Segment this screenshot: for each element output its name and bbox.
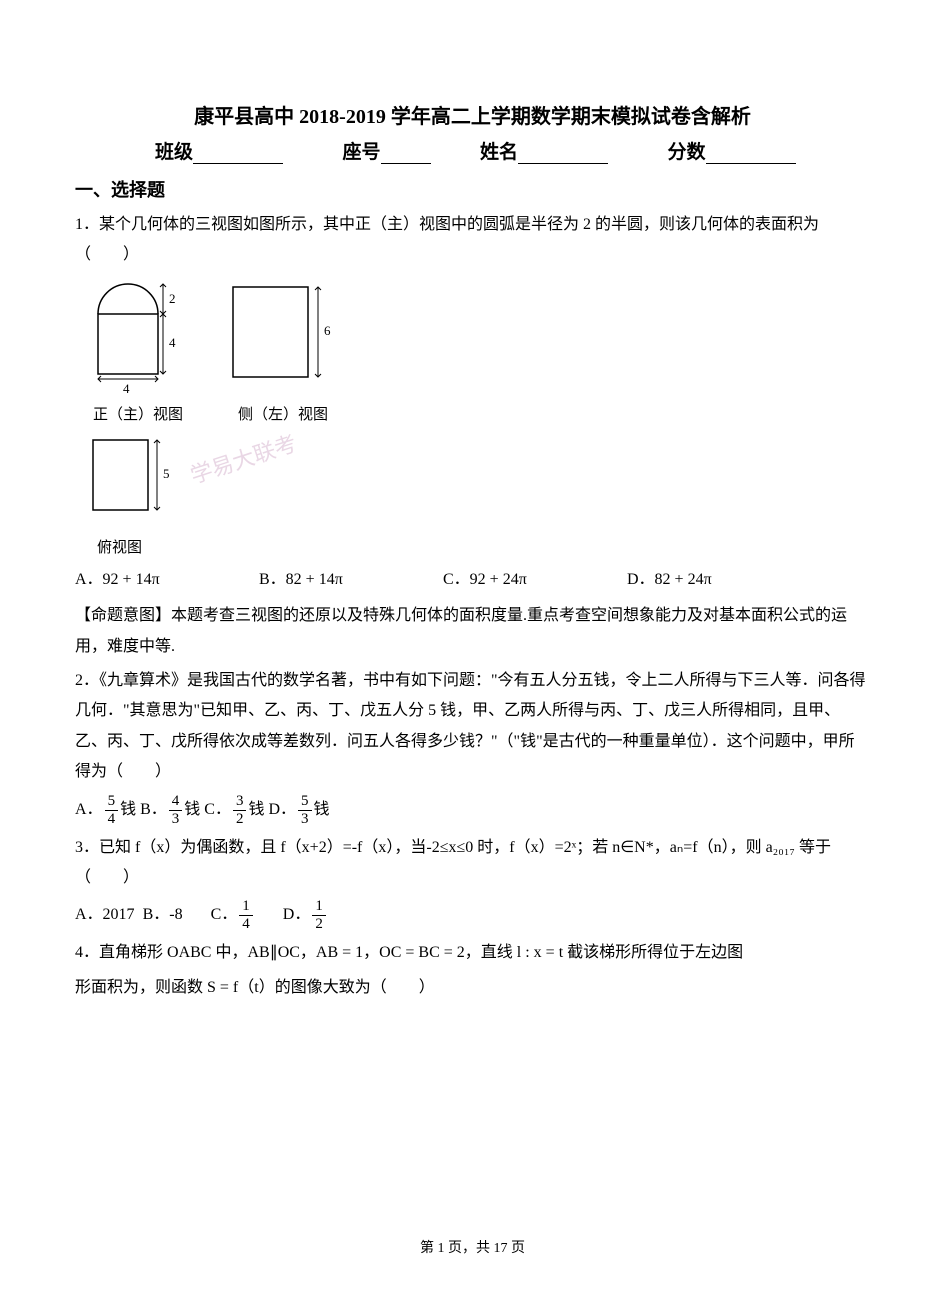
footer-mid: 页，共 [445,1241,494,1256]
q3-options: A．2017 B．-8 C．14 D．12 [75,899,870,932]
q4-text-b: 形面积为，则函数 S = f（t）的图像大致为（ ） [75,979,435,996]
q1-options: A．92 + 14π B．82 + 14π C．92 + 24π D．82 + … [75,565,870,595]
q1-text: 某个几何体的三视图如图所示，其中正（主）视图中的圆弧是半径为 2 的半圆，则该几… [75,216,819,263]
q4-num: 4． [75,944,99,961]
q1-figures-row-2: 学易大联考 5 俯视图 [83,432,870,557]
q3-num: 3． [75,839,99,856]
q2-b-num: 4 [169,794,183,811]
dim-2: 2 [169,291,176,306]
name-blank [518,146,608,164]
score-label: 分数 [668,137,706,164]
side-view-svg: 6 [223,279,343,399]
footer-suf: 页 [508,1241,526,1256]
q1-intent-text: 本题考查三视图的还原以及特殊几何体的面积度量.重点考查空间想象能力及对基本面积公… [75,607,847,654]
class-blank [193,146,283,164]
q2-b-den: 3 [169,811,183,827]
q1-figures-row-1: 4 2 4 正（主）视图 6 侧（左）视图 [83,279,870,424]
q3-d-den: 2 [312,916,326,932]
name-label: 姓名 [480,137,518,164]
top-view-caption: 俯视图 [97,536,142,557]
q2-d-pre: D． [268,801,296,818]
q2-c-pre: C． [204,801,231,818]
seat-blank [381,146,431,164]
side-view-figure: 6 侧（左）视图 [223,279,343,424]
q2-a-pre: A． [75,801,103,818]
q3-opt-a: A．2017 [75,900,135,930]
front-view-svg: 4 2 4 [83,279,193,399]
q1-opt-d: D．82 + 24π [627,565,712,595]
q1-intent-label: 【命题意图】 [75,607,171,624]
section-header: 一、选择题 [75,176,870,202]
page-title: 康平县高中 2018-2019 学年高二上学期数学期末模拟试卷含解析 [75,100,870,129]
question-4b: 形面积为，则函数 S = f（t）的图像大致为（ ） [75,973,870,1003]
watermark: 学易大联考 [186,426,301,490]
question-4: 4．直角梯形 OABC 中，AB∥OC，AB = 1，OC = BC = 2，直… [75,938,870,968]
q2-num: 2． [75,672,99,689]
student-info-row: 班级 座号 姓名 分数 [75,137,870,164]
q2-c-den: 2 [233,811,247,827]
footer-total: 17 [494,1241,508,1256]
q1-num: 1． [75,216,99,233]
seat-label: 座号 [343,137,381,164]
q2-d-suf: 钱 [314,801,330,818]
q4-text-a: 直角梯形 OABC 中，AB∥OC，AB = 1，OC = BC = 2，直线 … [99,944,743,961]
q3-opt-b: B．-8 [143,900,183,930]
q2-text: 《九章算术》是我国古代的数学名著，书中有如下问题："今有五人分五钱，令上二人所得… [75,672,866,780]
q2-a-den: 4 [105,811,119,827]
score-blank [706,146,796,164]
question-1: 1．某个几何体的三视图如图所示，其中正（主）视图中的圆弧是半径为 2 的半圆，则… [75,210,870,271]
q3-c-pre: C． [211,906,238,923]
q1-opt-c: C．92 + 24π [443,565,623,595]
footer-pre: 第 [420,1241,438,1256]
question-3: 3．已知 f（x）为偶函数，且 f（x+2）=-f（x），当-2≤x≤0 时，f… [75,833,870,894]
top-view-svg: 5 [83,432,183,532]
dim-6: 6 [324,323,331,338]
q3-d-num: 1 [312,899,326,916]
q2-a-suf: 钱 [120,801,136,818]
q1-opt-b: B．82 + 14π [259,565,439,595]
q3-text: 已知 f（x）为偶函数，且 f（x+2）=-f（x），当-2≤x≤0 时，f（x… [75,839,831,886]
q3-c-den: 4 [239,916,253,932]
q1-intent: 【命题意图】本题考查三视图的还原以及特殊几何体的面积度量.重点考查空间想象能力及… [75,601,870,662]
dim-5: 5 [163,466,170,481]
dim-4-bottom: 4 [123,381,130,396]
front-view-caption: 正（主）视图 [93,403,183,424]
dim-4-right: 4 [169,335,176,350]
q2-a-num: 5 [105,794,119,811]
q2-c-num: 3 [233,794,247,811]
q2-options: A．54钱 B．43钱 C．32钱 D．53钱 [75,794,870,827]
q2-d-den: 3 [298,811,312,827]
q2-d-num: 5 [298,794,312,811]
q3-c-num: 1 [239,899,253,916]
class-label: 班级 [155,137,193,164]
q2-c-suf: 钱 [248,801,264,818]
page-footer: 第 1 页，共 17 页 [0,1237,945,1257]
q3-d-pre: D． [283,906,311,923]
footer-cur: 1 [438,1241,445,1256]
q1-opt-a: A．92 + 14π [75,565,255,595]
q2-b-suf: 钱 [184,801,200,818]
q2-b-pre: B． [140,801,167,818]
front-view-figure: 4 2 4 正（主）视图 [83,279,193,424]
question-2: 2．《九章算术》是我国古代的数学名著，书中有如下问题："今有五人分五钱，令上二人… [75,666,870,788]
side-view-caption: 侧（左）视图 [238,403,328,424]
